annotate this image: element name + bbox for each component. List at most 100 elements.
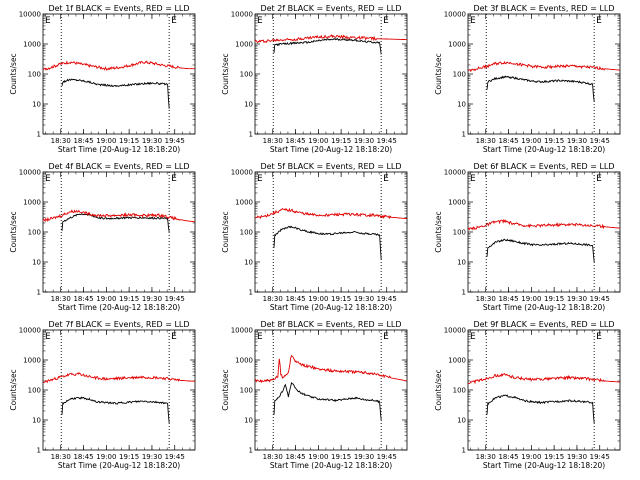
y-tick-label: 10000: [231, 169, 253, 177]
x-tick-label: 18:45: [498, 137, 518, 145]
x-axis-label: Start Time (20-Aug-12 18:18:20): [270, 303, 392, 312]
interval-flag: E: [470, 332, 476, 342]
x-axis-label: Start Time (20-Aug-12 18:18:20): [483, 461, 605, 470]
x-tick-label: 19:15: [119, 137, 139, 145]
lld-series-line: [468, 372, 620, 385]
interval-flag: E: [470, 16, 476, 26]
x-axis-label: Start Time (20-Aug-12 18:18:20): [483, 145, 605, 154]
x-tick-label: 19:15: [544, 453, 564, 461]
interval-flag: E: [45, 16, 51, 26]
y-tick-label: 1000: [448, 199, 466, 207]
x-tick-label: 19:00: [521, 453, 541, 461]
panel-title: Det 6f BLACK = Events, RED = LLD: [473, 162, 614, 171]
panel-1: Det 1f BLACK = Events, RED = LLD 1 10 100 10…: [9, 4, 196, 154]
y-tick-label: 100: [28, 71, 41, 79]
x-tick-label: 18:30: [51, 295, 71, 303]
x-tick-label: 18:45: [73, 295, 93, 303]
y-tick-label: 10: [32, 259, 41, 267]
x-tick-label: 19:00: [96, 295, 116, 303]
y-tick-label: 10000: [444, 327, 466, 335]
y-axis-label: Counts/sec: [9, 369, 18, 410]
x-tick-label: 19:15: [331, 295, 351, 303]
x-tick-label: 18:45: [498, 453, 518, 461]
y-tick-label: 100: [453, 71, 466, 79]
y-tick-label: 10000: [231, 327, 253, 335]
plot-frame: [467, 171, 621, 293]
events-series-line: [273, 381, 382, 421]
x-axis-label: Start Time (20-Aug-12 18:18:20): [270, 461, 392, 470]
x-axis-label: Start Time (20-Aug-12 18:18:20): [270, 145, 392, 154]
x-tick-label: 19:30: [142, 295, 162, 303]
y-tick-label: 1000: [23, 41, 41, 49]
x-tick-label: 19:45: [377, 295, 397, 303]
lld-series-line: [255, 34, 407, 44]
y-tick-label: 1: [462, 289, 466, 297]
y-tick-label: 10: [457, 259, 466, 267]
interval-flag: E: [171, 332, 177, 342]
panel-title: Det 1f BLACK = Events, RED = LLD: [48, 4, 189, 13]
lld-series-line: [468, 218, 620, 231]
y-tick-label: 100: [453, 387, 466, 395]
y-tick-label: 10: [457, 101, 466, 109]
y-tick-label: 1000: [23, 199, 41, 207]
x-tick-label: 19:15: [331, 137, 351, 145]
plot-frame: [467, 13, 621, 135]
lld-series-line: [43, 209, 195, 223]
interval-flag: E: [596, 174, 602, 184]
x-tick-label: 19:00: [308, 295, 328, 303]
y-tick-label: 1000: [448, 357, 466, 365]
interval-flag: E: [45, 174, 51, 184]
y-tick-label: 1000: [23, 357, 41, 365]
x-tick-label: 19:15: [119, 453, 139, 461]
x-tick-label: 18:30: [263, 137, 283, 145]
y-tick-label: 1: [37, 289, 41, 297]
x-axis-label: Start Time (20-Aug-12 18:18:20): [58, 461, 180, 470]
panel-6: Det 6f BLACK = Events, RED = LLD 1 10 100 10…: [434, 162, 621, 312]
x-tick-label: 19:30: [354, 453, 374, 461]
x-tick-label: 19:15: [544, 137, 564, 145]
interval-flag: E: [171, 16, 177, 26]
events-series-line: [486, 238, 595, 263]
x-tick-label: 18:45: [73, 137, 93, 145]
y-tick-label: 10000: [231, 11, 253, 19]
y-axis-label: Counts/sec: [9, 211, 18, 252]
panel-5: Det 5f BLACK = Events, RED = LLD 1 10 100 10…: [221, 162, 408, 312]
y-tick-label: 10: [244, 417, 253, 425]
y-tick-label: 10: [32, 101, 41, 109]
interval-flag: E: [257, 174, 263, 184]
x-tick-label: 18:45: [285, 453, 305, 461]
x-tick-label: 19:30: [567, 453, 587, 461]
y-tick-label: 1: [249, 447, 253, 455]
y-tick-label: 100: [28, 229, 41, 237]
y-tick-label: 100: [240, 387, 253, 395]
y-tick-label: 1: [249, 289, 253, 297]
plot-frame: [42, 329, 196, 451]
x-tick-label: 19:00: [521, 295, 541, 303]
x-tick-label: 19:45: [590, 453, 610, 461]
x-tick-label: 18:30: [263, 295, 283, 303]
y-tick-label: 10000: [19, 11, 41, 19]
plot-frame: [254, 13, 408, 135]
y-tick-label: 100: [28, 387, 41, 395]
y-axis-label: Counts/sec: [434, 211, 443, 252]
x-tick-label: 19:15: [119, 295, 139, 303]
y-axis-label: Counts/sec: [434, 369, 443, 410]
interval-flag: E: [596, 16, 602, 26]
lld-series-line: [43, 60, 195, 71]
y-tick-label: 10000: [19, 169, 41, 177]
x-tick-label: 18:30: [263, 453, 283, 461]
lld-series-line: [43, 371, 195, 384]
panel-title: Det 3f BLACK = Events, RED = LLD: [473, 4, 614, 13]
x-tick-label: 18:30: [51, 137, 71, 145]
interval-flag: E: [171, 174, 177, 184]
x-tick-label: 19:30: [354, 137, 374, 145]
y-tick-label: 100: [453, 229, 466, 237]
x-tick-label: 19:15: [544, 295, 564, 303]
y-tick-label: 10: [244, 259, 253, 267]
interval-flag: E: [470, 174, 476, 184]
x-tick-label: 19:00: [308, 137, 328, 145]
interval-flag: E: [45, 332, 51, 342]
y-tick-label: 10: [32, 417, 41, 425]
y-tick-label: 1000: [235, 357, 253, 365]
